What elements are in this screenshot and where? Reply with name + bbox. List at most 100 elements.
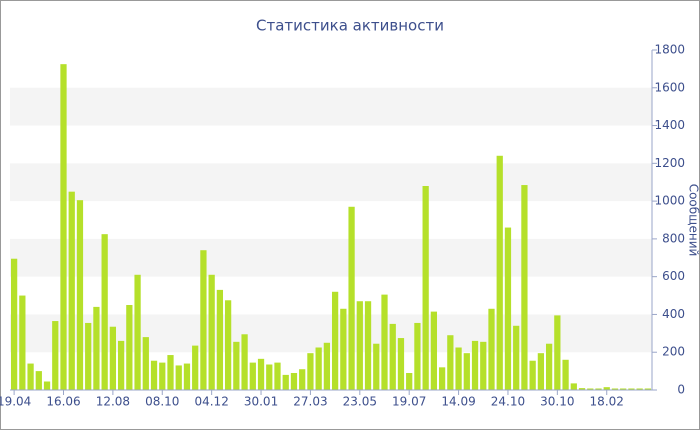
bar	[27, 363, 34, 390]
bar	[43, 381, 51, 390]
x-tick-label: 04.12	[194, 395, 228, 409]
bar	[348, 206, 355, 390]
y-tick-label: 800	[662, 231, 685, 245]
bar	[463, 353, 470, 390]
bar	[216, 289, 224, 390]
bar	[101, 234, 108, 390]
x-tick-label: 27.03	[293, 395, 327, 409]
x-tick-label: 24.10	[491, 395, 525, 409]
grid-band	[10, 314, 652, 353]
bar	[126, 305, 133, 390]
bar	[587, 388, 594, 390]
x-tick-label: 23.05	[343, 395, 377, 409]
bar	[364, 301, 372, 390]
bar	[183, 363, 191, 390]
bar	[249, 362, 256, 390]
bar	[644, 388, 652, 390]
bar	[307, 353, 314, 390]
bar	[167, 355, 174, 390]
bar	[299, 369, 306, 390]
grid-band	[10, 87, 652, 126]
grid-band	[10, 163, 652, 202]
bar	[68, 191, 75, 390]
bar	[224, 300, 232, 390]
x-tick-label: 12.08	[96, 395, 130, 409]
bar	[266, 364, 273, 390]
bar	[496, 155, 503, 390]
bar	[389, 323, 396, 390]
bar	[620, 388, 627, 390]
bar	[208, 274, 215, 390]
bar	[340, 308, 347, 390]
bar	[381, 294, 388, 390]
y-tick-label: 1200	[654, 156, 685, 170]
x-tick-label: 30.10	[540, 395, 574, 409]
bar	[175, 365, 182, 390]
x-tick-label: 16.06	[46, 395, 80, 409]
x-tick-label: 19.04	[0, 395, 31, 409]
y-tick-label: 600	[662, 269, 685, 283]
x-tick-label: 30.01	[244, 395, 278, 409]
bar	[134, 274, 141, 390]
bar	[373, 343, 380, 390]
bar	[10, 258, 18, 390]
bar	[537, 353, 545, 390]
bar	[471, 340, 479, 390]
bar	[488, 308, 495, 390]
bar	[628, 388, 635, 390]
grid-band	[10, 238, 652, 277]
bar	[554, 315, 561, 390]
bar	[159, 362, 166, 390]
bar	[406, 373, 413, 390]
y-axis-label: Сообщений	[687, 184, 700, 257]
bar	[76, 200, 84, 390]
bar	[315, 347, 322, 390]
bar	[60, 64, 67, 391]
y-tick-label: 1800	[654, 43, 685, 57]
y-tick-label: 1400	[654, 118, 685, 132]
bar	[192, 345, 199, 390]
bar	[233, 341, 240, 390]
bar	[438, 367, 446, 390]
bar	[595, 388, 602, 390]
bar	[257, 358, 265, 390]
bar	[455, 347, 462, 390]
bar	[480, 341, 487, 390]
bar	[282, 374, 289, 390]
bar	[414, 322, 421, 390]
bar	[521, 185, 528, 390]
bar	[447, 335, 454, 390]
bar	[529, 360, 536, 390]
bar	[150, 360, 158, 390]
bar	[109, 326, 117, 390]
bar	[570, 383, 577, 390]
bar	[142, 337, 149, 390]
bar	[52, 321, 59, 390]
x-tick-label: 19.07	[392, 395, 426, 409]
bar	[93, 306, 100, 390]
bar	[430, 311, 438, 390]
bar	[85, 322, 92, 390]
bar	[241, 334, 248, 390]
y-tick-label: 200	[662, 345, 685, 359]
bar	[274, 362, 281, 390]
bar	[422, 186, 429, 390]
y-tick-label: 0	[677, 383, 685, 397]
y-tick-label: 1000	[654, 194, 685, 208]
bar	[578, 388, 586, 390]
bar	[636, 388, 643, 390]
bar	[611, 388, 619, 390]
bar	[603, 387, 610, 390]
chart-title: Статистика активности	[256, 17, 444, 35]
bar	[117, 340, 125, 390]
bar	[323, 342, 331, 390]
y-tick-label: 400	[662, 307, 685, 321]
bar	[562, 359, 569, 390]
y-tick-label: 1600	[654, 80, 685, 94]
bar	[356, 301, 363, 390]
bar	[19, 295, 26, 390]
x-tick-label: 08.10	[145, 395, 179, 409]
bar	[200, 250, 207, 390]
bar	[513, 325, 520, 390]
